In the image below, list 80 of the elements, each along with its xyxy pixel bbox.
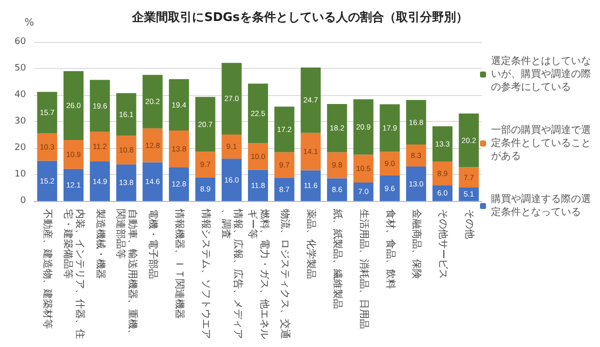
bar (168, 167, 189, 201)
bar (274, 152, 294, 178)
x-tick-label: 薬品、化学製品 (305, 209, 318, 279)
x-tick-label: 不動産、建造物、建築材等 (42, 209, 54, 329)
x-tick-label: 物流、ロジスティクス、交通 (278, 209, 291, 339)
legend-label: 選定条件とはしていないが、購買や調達の際の参考にしている (491, 55, 591, 93)
bar (406, 166, 426, 201)
bar (432, 185, 452, 201)
x-tick-label: その他 (463, 209, 476, 239)
y-tick-label: 40 (14, 90, 26, 100)
legend-label: 一部の購買や調達で選定条件としていることがある (491, 124, 591, 162)
bar (327, 104, 348, 152)
y-tick-label: 50 (14, 64, 26, 74)
x-tick-label: 食材、食品、飲料 (384, 209, 396, 289)
bar (37, 160, 58, 201)
bar (353, 99, 374, 155)
y-tick-label: 30 (14, 116, 26, 126)
x-tick-label: 自動車、輸送用機器、重機、関連部品等 (114, 209, 139, 339)
bar (116, 136, 136, 164)
x-tick-label: 生活用品、消耗品、日用品 (358, 209, 370, 329)
bar (458, 167, 479, 188)
bar (222, 158, 242, 201)
bar (142, 162, 163, 201)
bar (195, 177, 216, 201)
bar (222, 134, 242, 159)
x-tick-label: 情報、広報、広告、メディア、調査 (220, 208, 244, 339)
bar (300, 132, 321, 170)
bar (380, 152, 400, 176)
x-tick-label: 電機・電子部品 (147, 209, 160, 279)
bar (248, 170, 268, 201)
x-tick-label: 紙、紙製品、繊維製品 (332, 209, 344, 309)
bar (327, 152, 348, 178)
legend-label: 購買や調達する際の選定条件となっている (491, 193, 591, 218)
bar (168, 130, 189, 168)
bar (406, 100, 426, 145)
bar (274, 178, 294, 201)
bar (37, 92, 58, 134)
bar (380, 176, 400, 201)
x-tick-label: 製造機械・機器 (94, 209, 106, 279)
x-tick-label: その他サービス (436, 209, 449, 279)
bar (406, 144, 426, 167)
y-tick-label: 0 (20, 196, 26, 206)
bar (353, 154, 374, 182)
bar (222, 62, 242, 134)
bar (458, 187, 479, 201)
bar (432, 162, 452, 186)
x-tick-label: 金融商品、保険 (410, 209, 423, 279)
bar (37, 133, 58, 161)
bar (300, 170, 321, 201)
bar (90, 132, 110, 162)
bar (168, 79, 189, 131)
bar (116, 93, 136, 136)
bar (142, 74, 163, 128)
y-tick-label: 10 (14, 170, 26, 180)
chart-title: 企業間取引にSDGsを条件としている人の割合（取引分野別） (131, 10, 468, 24)
bar (274, 106, 294, 152)
bar (195, 96, 216, 152)
bar (90, 80, 110, 132)
bar (300, 67, 321, 133)
bar (248, 143, 268, 170)
y-axis-title: % (24, 18, 34, 28)
bar (353, 182, 374, 201)
bar (458, 114, 479, 168)
bar (64, 140, 84, 169)
bar (380, 104, 400, 152)
x-tick-label: 情報システム、ソフトウエア (200, 208, 212, 339)
bar (90, 162, 110, 201)
x-tick-label: 情報機器、ＩＴ関連機器 (173, 208, 186, 319)
bar (64, 71, 84, 140)
y-tick-label: 60 (14, 37, 26, 47)
x-tick-label: 内装、インテリア、什器、住宅・建築備品等 (62, 209, 86, 339)
bar (142, 128, 163, 162)
y-tick-label: 20 (14, 143, 26, 153)
bar (64, 168, 84, 201)
bar (195, 152, 216, 178)
bar (116, 164, 136, 201)
x-tick-label: 燃料、電力・ガス、他エネルギー等 (246, 209, 270, 339)
bar (327, 178, 348, 201)
bar (432, 126, 452, 162)
bar (248, 84, 268, 144)
